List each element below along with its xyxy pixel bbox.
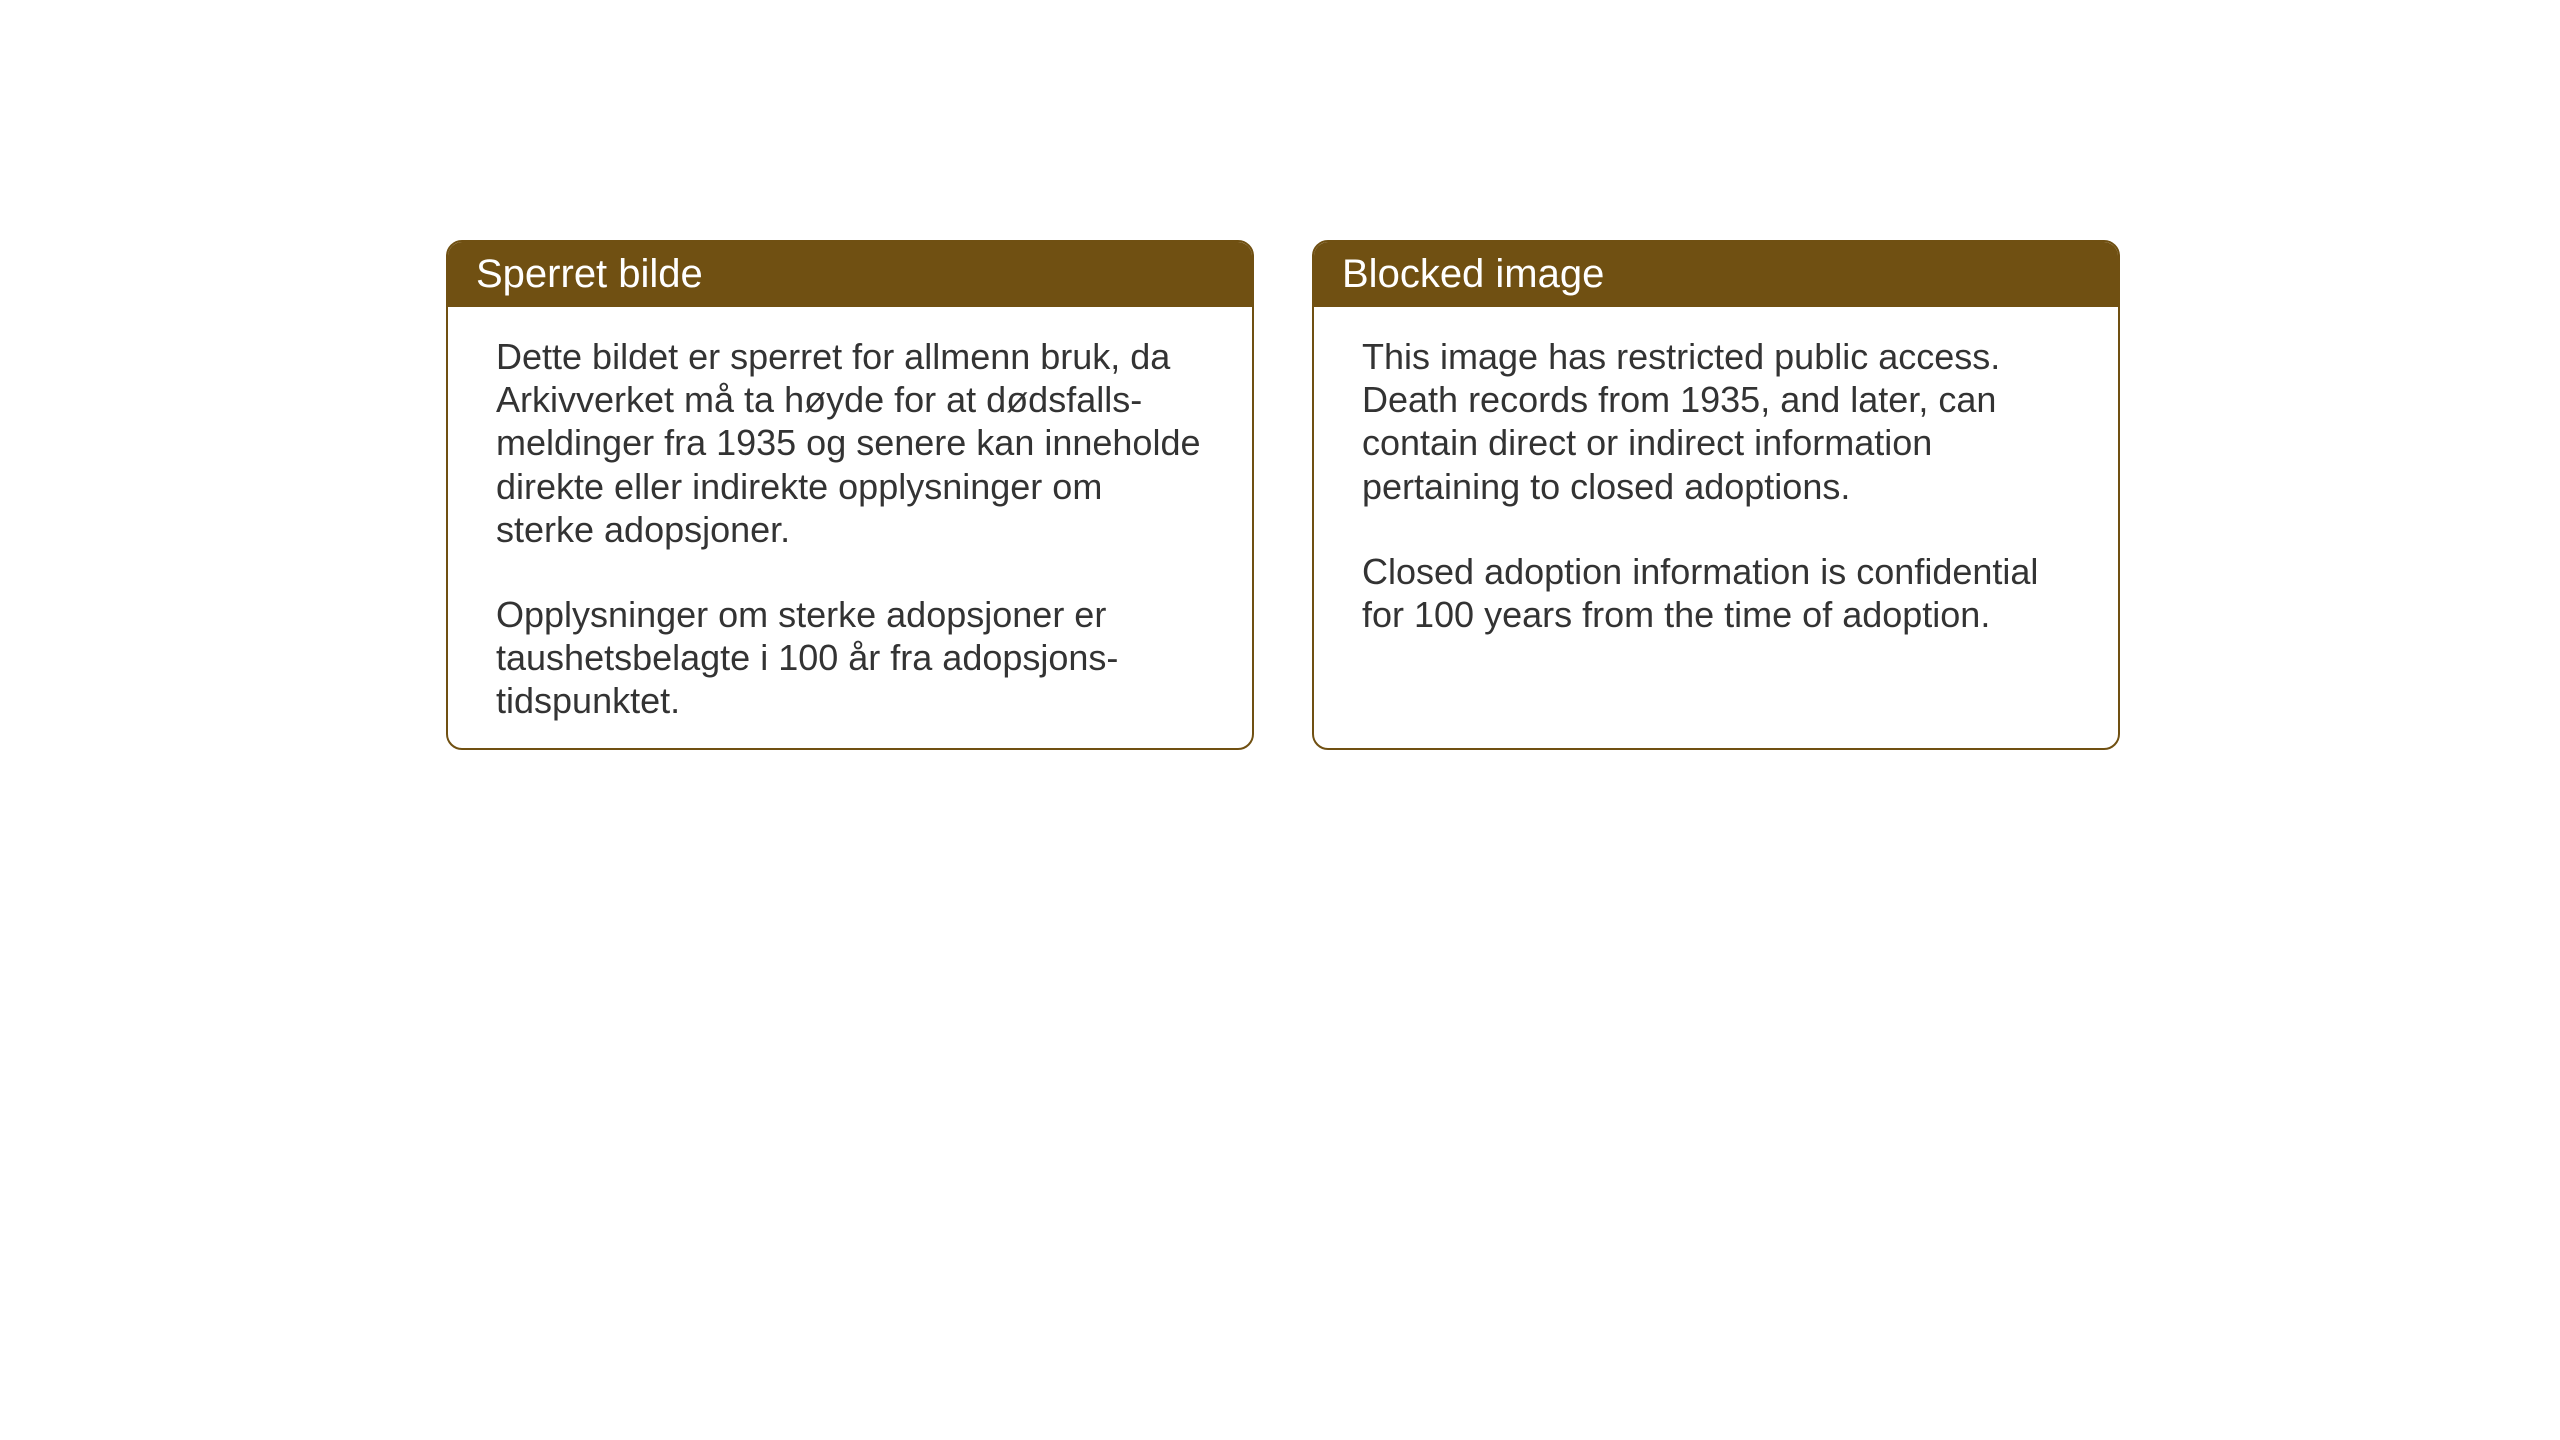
- blocked-image-card-norwegian: Sperret bilde Dette bildet er sperret fo…: [446, 240, 1254, 750]
- cards-container: Sperret bilde Dette bildet er sperret fo…: [446, 240, 2560, 750]
- blocked-image-card-english: Blocked image This image has restricted …: [1312, 240, 2120, 750]
- card-title-english: Blocked image: [1342, 252, 1604, 296]
- card-paragraph2-english: Closed adoption information is confident…: [1362, 550, 2070, 636]
- card-paragraph1-english: This image has restricted public access.…: [1362, 335, 2070, 508]
- card-body-english: This image has restricted public access.…: [1314, 307, 2118, 664]
- card-paragraph2-norwegian: Opplysninger om sterke adopsjoner er tau…: [496, 593, 1204, 723]
- card-paragraph1-norwegian: Dette bildet er sperret for allmenn bruk…: [496, 335, 1204, 551]
- card-title-norwegian: Sperret bilde: [476, 252, 703, 296]
- card-header-english: Blocked image: [1314, 242, 2118, 307]
- card-header-norwegian: Sperret bilde: [448, 242, 1252, 307]
- card-body-norwegian: Dette bildet er sperret for allmenn bruk…: [448, 307, 1252, 750]
